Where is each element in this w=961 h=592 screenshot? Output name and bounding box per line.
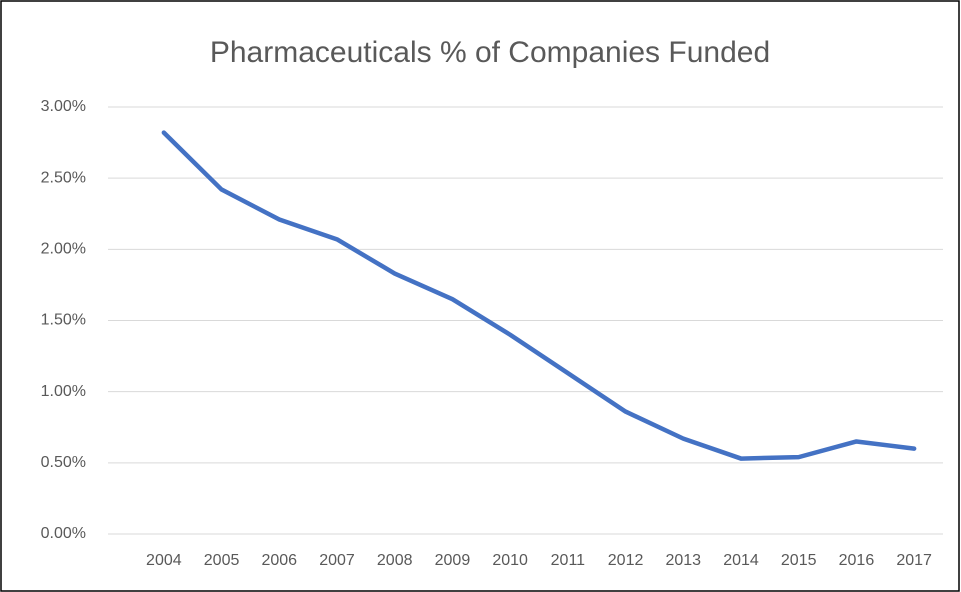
y-tick-label: 2.00% [41,241,86,258]
x-tick-label: 2014 [723,552,759,569]
y-tick-label: 1.00% [41,383,86,400]
x-tick-label: 2009 [435,552,471,569]
x-tick-label: 2016 [839,552,875,569]
x-tick-label: 2008 [377,552,413,569]
y-tick-label: 0.00% [41,525,86,542]
x-tick-label: 2011 [551,552,586,569]
chart-title: Pharmaceuticals % of Companies Funded [210,36,770,69]
x-tick-label: 2007 [319,552,355,569]
y-tick-label: 0.50% [41,454,86,471]
y-tick-label: 3.00% [41,98,86,115]
data-line [161,130,917,461]
x-tick-label: 2006 [261,552,297,569]
y-tick-label: 1.50% [41,312,86,329]
x-tick-label: 2010 [492,552,528,569]
x-tick-label: 2012 [608,552,644,569]
x-tick-label: 2015 [781,552,817,569]
x-tick-label: 2013 [665,552,701,569]
y-tick-label: 2.50% [41,169,86,186]
x-tick-label: 2017 [896,552,932,569]
x-tick-label: 2004 [146,552,182,569]
x-tick-label: 2005 [204,552,240,569]
